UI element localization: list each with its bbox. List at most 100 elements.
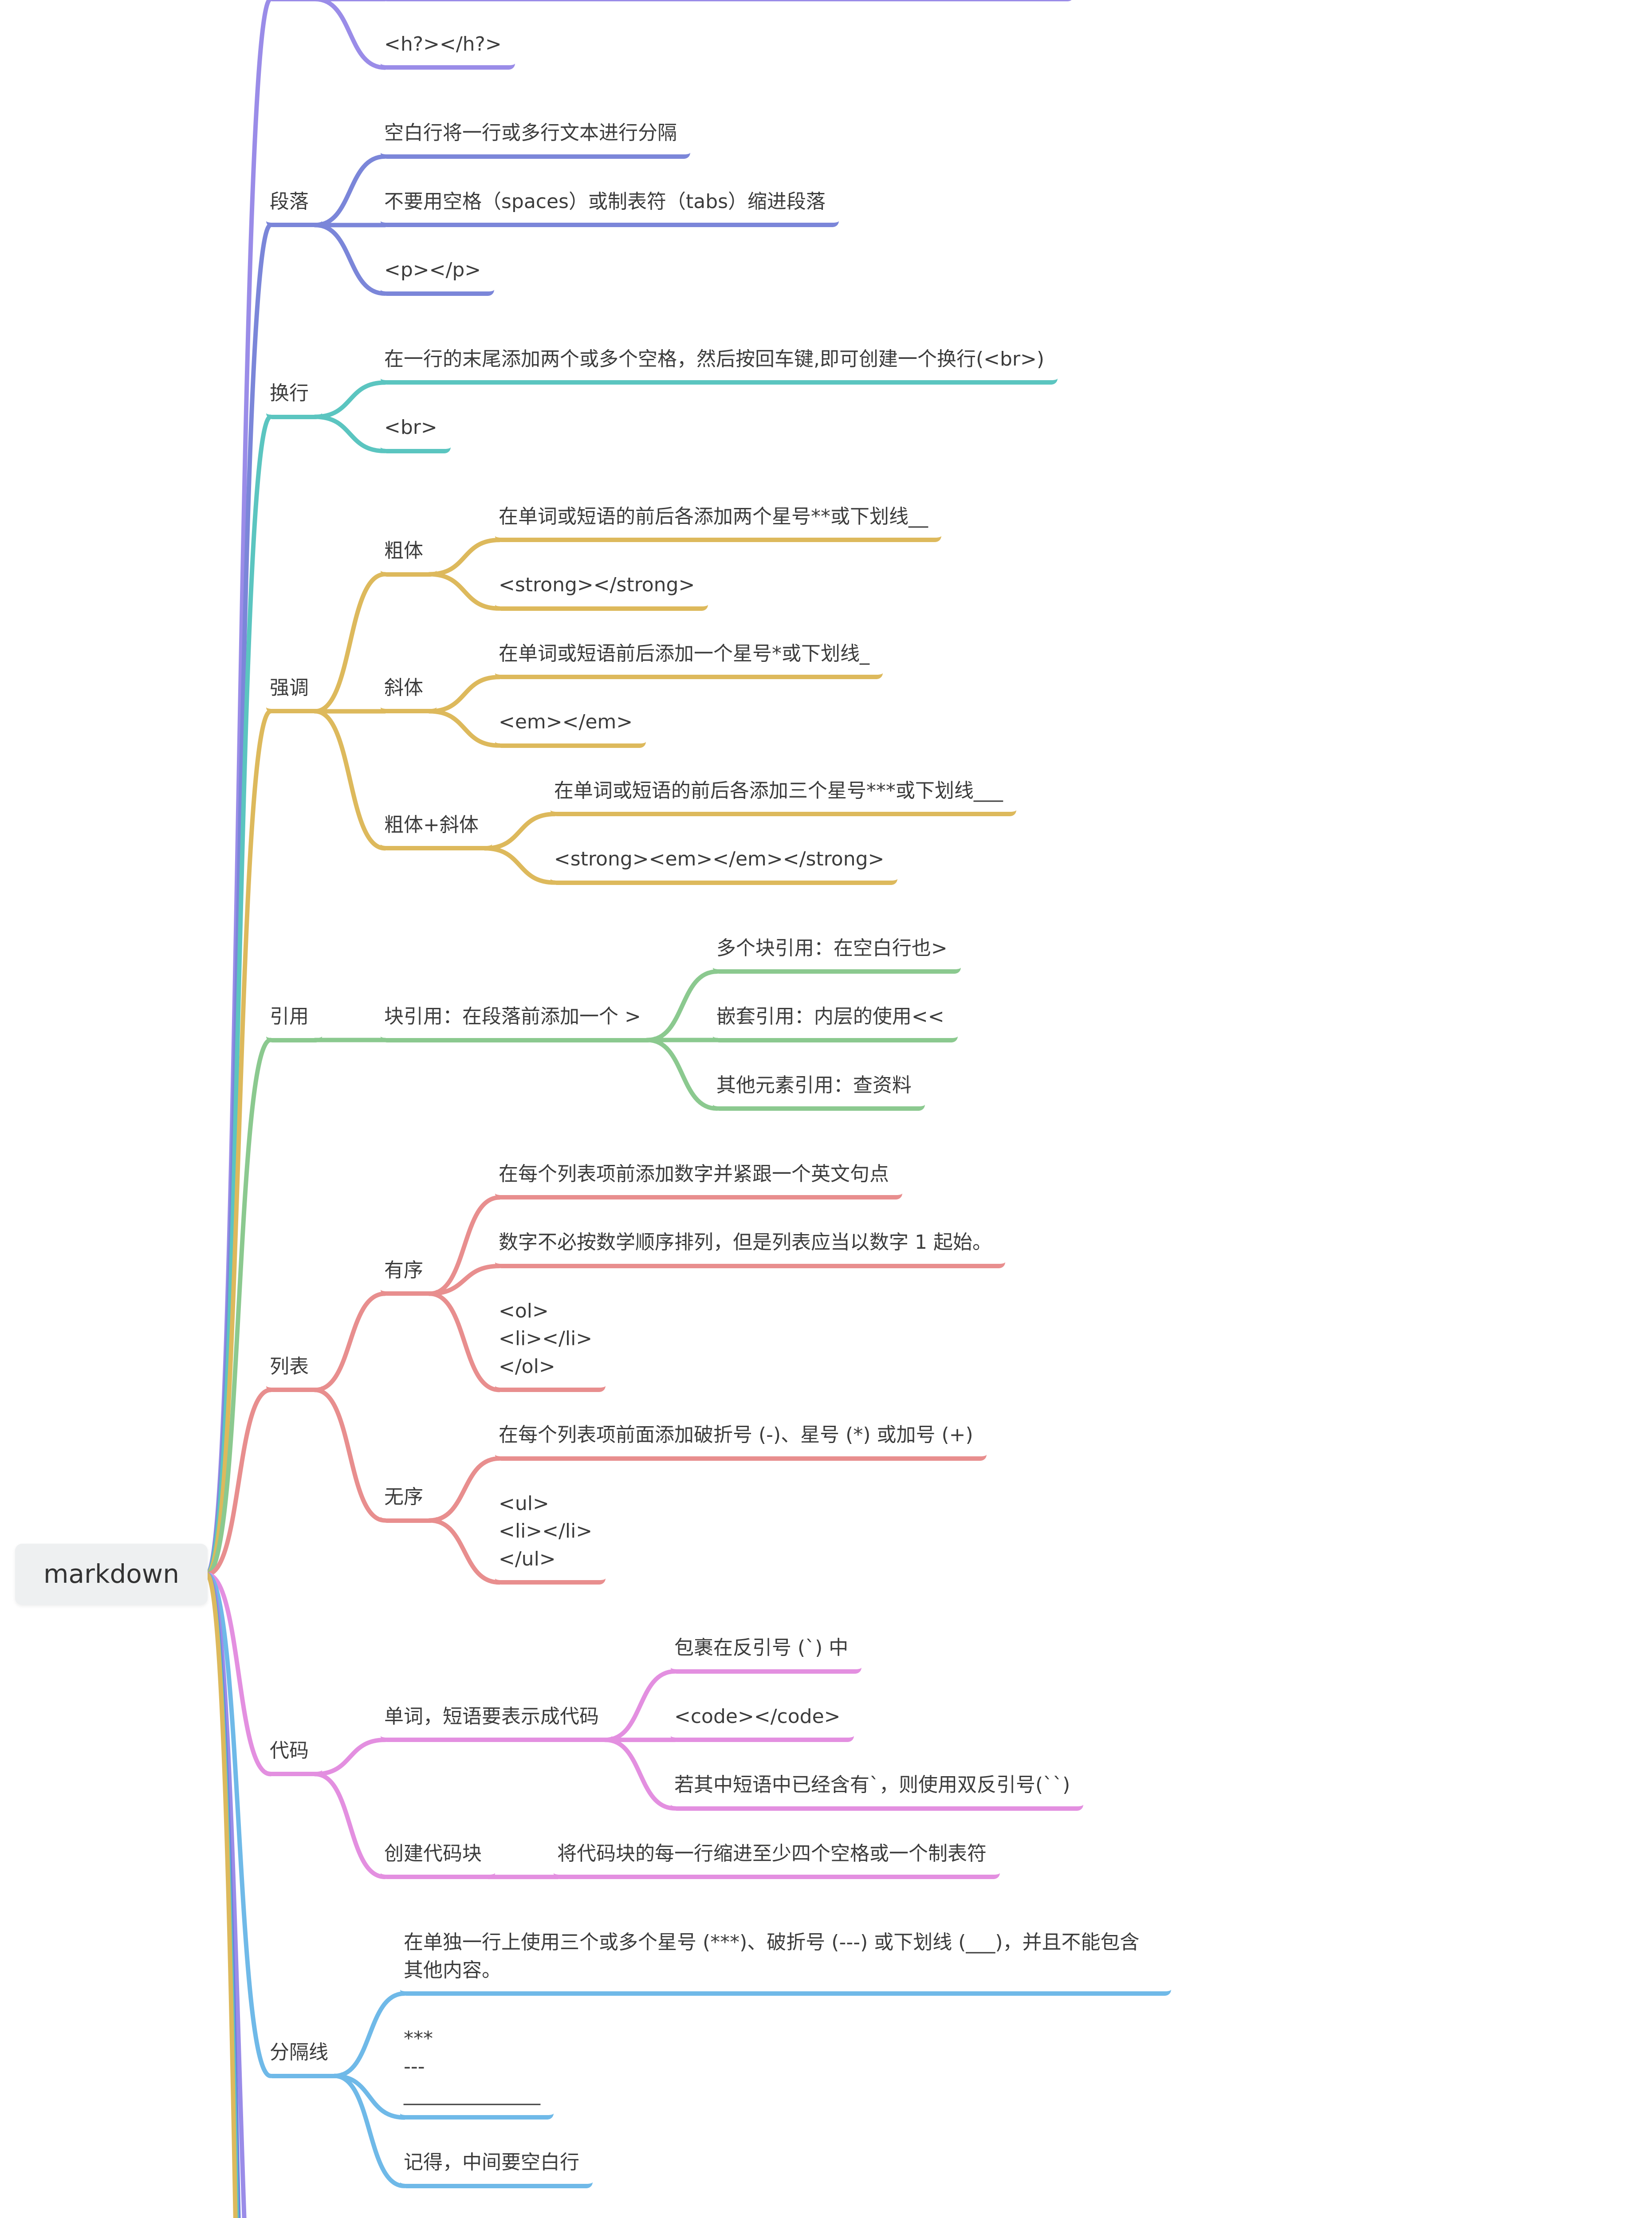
node-italic: 斜体 在单词或短语前后添加一个星号*或下划线_ <em></em> [380, 638, 1016, 748]
root-node: markdown 标题 在单词或短语前面添加井号 (#)，# 的数量代表了标题的… [15, 0, 1437, 2218]
topic-node[interactable]: <h?></h?> [380, 29, 515, 70]
topic-paragraph[interactable]: 段落 [266, 186, 322, 228]
topic-inline-code[interactable]: 单词，短语要表示成代码 [380, 1701, 612, 1742]
node: <ol> <li></li> </ol> [495, 1296, 1005, 1392]
node: 包裹在反引号 (`) 中 [670, 1632, 1083, 1674]
topic-node[interactable]: <strong><em></em></strong> [550, 844, 898, 885]
topic-node[interactable]: 在一行的末尾添加两个或多个空格，然后按回车键,即可创建一个换行(<br>) [380, 344, 1058, 385]
topic-heading[interactable]: 标题 [266, 0, 322, 1]
node-blockquote: 块引用：在段落前添加一个 > 多个块引用：在空白行也> 嵌套引用：内层的使用<<… [380, 933, 961, 1111]
children: 多个块引用：在空白行也> 嵌套引用：内层的使用<< 其他元素引用：查资料 [712, 933, 961, 1111]
topic-node[interactable]: 数字不必按数学顺序排列，但是列表应当以数字 1 起始。 [495, 1227, 1005, 1268]
children: 在单词或短语前后添加一个星号*或下划线_ <em></em> [495, 638, 883, 748]
children: 将代码块的每一行缩进至少四个空格或一个制表符 [553, 1838, 1000, 1880]
topic-list[interactable]: 列表 [266, 1351, 322, 1392]
topic-node[interactable]: <em></em> [495, 707, 646, 748]
node-inline-code: 单词，短语要表示成代码 包裹在反引号 (`) 中 <code></code> 若… [380, 1632, 1084, 1811]
node: 不要用空格（spaces）或制表符（tabs）缩进段落 [380, 186, 839, 228]
children: 在单独一行上使用三个或多个星号 (***)、破折号 (---) 或下划线 (__… [400, 1927, 1171, 2188]
node: 在单词或短语的前后各添加三个星号***或下划线___ [550, 775, 1016, 817]
topic-node[interactable]: 嵌套引用：内层的使用<< [712, 1001, 958, 1042]
node: <em></em> [495, 707, 883, 748]
children: 有序 在每个列表项前添加数字并紧跟一个英文句点 数字不必按数学顺序排列，但是列表… [380, 1159, 1005, 1585]
children: 粗体 在单词或短语的前后各添加两个星号**或下划线__ <strong></st… [380, 501, 1016, 885]
branch-heading: 标题 在单词或短语前面添加井号 (#)，# 的数量代表了标题的级别 在文本下方添… [266, 0, 1437, 70]
node-unordered: 无序 在每个列表项前面添加破折号 (-)、星号 (*) 或加号 (+) <ul>… [380, 1420, 1005, 1585]
node: 数字不必按数学顺序排列，但是列表应当以数字 1 起始。 [495, 1227, 1005, 1268]
node-bold-italic: 粗体+斜体 在单词或短语的前后各添加三个星号***或下划线___ <strong… [380, 775, 1016, 885]
branch-list: 列表 有序 在每个列表项前添加数字并紧跟一个英文句点 数字不必按数学顺序排列，但… [266, 1159, 1437, 1585]
topic-node[interactable]: <ul> <li></li> </ul> [495, 1488, 606, 1585]
node: <p></p> [380, 255, 839, 296]
topic-divider[interactable]: 分隔线 [266, 2037, 342, 2078]
node: 在文本下方添加任意数量的 == 号来标识一级标题，或者 -- 号来标识二级标题 [380, 0, 1074, 1]
topic-node[interactable]: 在单独一行上使用三个或多个星号 (***)、破折号 (---) 或下划线 (__… [400, 1927, 1171, 1996]
topic-node[interactable]: 在每个列表项前面添加破折号 (-)、星号 (*) 或加号 (+) [495, 1420, 987, 1461]
topic-italic[interactable]: 斜体 [380, 672, 437, 714]
topic-node[interactable]: 若其中短语中已经含有`，则使用双反引号(``) [670, 1770, 1084, 1811]
topic-bold-italic[interactable]: 粗体+斜体 [380, 810, 492, 851]
topic-quote[interactable]: 引用 [266, 1001, 322, 1042]
node: <code></code> [670, 1701, 1083, 1742]
node: 将代码块的每一行缩进至少四个空格或一个制表符 [553, 1838, 1000, 1880]
node: 若其中短语中已经含有`，则使用双反引号(``) [670, 1770, 1084, 1811]
node: <br> [380, 412, 1058, 453]
branch-paragraph: 段落 空白行将一行或多行文本进行分隔 不要用空格（spaces）或制表符（tab… [266, 118, 1437, 296]
node: 在每个列表项前面添加破折号 (-)、星号 (*) 或加号 (+) [495, 1420, 987, 1461]
topic-node[interactable]: 在单词或短语的前后各添加两个星号**或下划线__ [495, 501, 941, 543]
children: 在每个列表项前添加数字并紧跟一个英文句点 数字不必按数学顺序排列，但是列表应当以… [495, 1159, 1005, 1392]
topic-node[interactable]: *** --- ______________ [400, 2023, 554, 2120]
topic-node[interactable]: 将代码块的每一行缩进至少四个空格或一个制表符 [553, 1838, 1000, 1880]
node: <h?></h?> [380, 29, 1074, 70]
topic-node[interactable]: 记得，中间要空白行 [400, 2147, 593, 2188]
topic-node[interactable]: 在单词或短语的前后各添加三个星号***或下划线___ [550, 775, 1016, 817]
children: 块引用：在段落前添加一个 > 多个块引用：在空白行也> 嵌套引用：内层的使用<<… [380, 933, 961, 1111]
branch-code: 代码 单词，短语要表示成代码 包裹在反引号 (`) 中 <code></code… [266, 1632, 1437, 1880]
node: 嵌套引用：内层的使用<< [712, 1001, 961, 1042]
topic-node[interactable]: 在单词或短语前后添加一个星号*或下划线_ [495, 638, 883, 680]
topic-node[interactable]: 在每个列表项前添加数字并紧跟一个英文句点 [495, 1159, 902, 1200]
topic-node[interactable]: 其他元素引用：查资料 [712, 1070, 925, 1111]
node: <strong><em></em></strong> [550, 844, 1016, 885]
topic-node[interactable]: <strong></strong> [495, 570, 708, 611]
children: 在单词或短语的前后各添加三个星号***或下划线___ <strong><em><… [550, 775, 1016, 885]
topic-bold[interactable]: 粗体 [380, 535, 437, 577]
topic-linebreak[interactable]: 换行 [266, 378, 322, 419]
topic-blockquote[interactable]: 块引用：在段落前添加一个 > [380, 1001, 654, 1042]
node: *** --- ______________ [400, 2023, 1171, 2120]
topic-node[interactable]: 不要用空格（spaces）或制表符（tabs）缩进段落 [380, 186, 839, 228]
node: 其他元素引用：查资料 [712, 1070, 961, 1111]
node-bold: 粗体 在单词或短语的前后各添加两个星号**或下划线__ <strong></st… [380, 501, 1016, 611]
branch-quote: 引用 块引用：在段落前添加一个 > 多个块引用：在空白行也> 嵌套引用：内层的使… [266, 933, 1437, 1111]
children: 包裹在反引号 (`) 中 <code></code> 若其中短语中已经含有`，则… [670, 1632, 1084, 1811]
topic-node[interactable]: 空白行将一行或多行文本进行分隔 [380, 118, 690, 159]
node: 在单词或短语前后添加一个星号*或下划线_ [495, 638, 883, 680]
branch-divider: 分隔线 在单独一行上使用三个或多个星号 (***)、破折号 (---) 或下划线… [266, 1927, 1437, 2188]
topic-node[interactable]: <code></code> [670, 1701, 854, 1742]
node-ordered: 有序 在每个列表项前添加数字并紧跟一个英文句点 数字不必按数学顺序排列，但是列表… [380, 1159, 1005, 1392]
node: <strong></strong> [495, 570, 941, 611]
topic-node[interactable]: <p></p> [380, 255, 495, 296]
topic-ordered[interactable]: 有序 [380, 1255, 437, 1296]
topic-code-block[interactable]: 创建代码块 [380, 1838, 495, 1880]
children: 单词，短语要表示成代码 包裹在反引号 (`) 中 <code></code> 若… [380, 1632, 1084, 1880]
children: 在一行的末尾添加两个或多个空格，然后按回车键,即可创建一个换行(<br>) <b… [380, 344, 1058, 453]
topic-node[interactable]: 在文本下方添加任意数量的 == 号来标识一级标题，或者 -- 号来标识二级标题 [380, 0, 1074, 1]
children: 空白行将一行或多行文本进行分隔 不要用空格（spaces）或制表符（tabs）缩… [380, 118, 839, 296]
topic-node[interactable]: <br> [380, 412, 451, 453]
node: 在一行的末尾添加两个或多个空格，然后按回车键,即可创建一个换行(<br>) [380, 344, 1058, 385]
children: 在每个列表项前面添加破折号 (-)、星号 (*) 或加号 (+) <ul> <l… [495, 1420, 987, 1585]
root-topic-markdown[interactable]: markdown [15, 1544, 208, 1605]
topic-node[interactable]: 包裹在反引号 (`) 中 [670, 1632, 862, 1674]
topic-node[interactable]: 多个块引用：在空白行也> [712, 933, 961, 974]
topic-node[interactable]: <ol> <li></li> </ol> [495, 1296, 606, 1392]
node: 多个块引用：在空白行也> [712, 933, 961, 974]
children: 在单词或短语前面添加井号 (#)，# 的数量代表了标题的级别 在文本下方添加任意… [380, 0, 1074, 70]
node: 记得，中间要空白行 [400, 2147, 1171, 2188]
children: 在单词或短语的前后各添加两个星号**或下划线__ <strong></stron… [495, 501, 941, 611]
branch-linebreak: 换行 在一行的末尾添加两个或多个空格，然后按回车键,即可创建一个换行(<br>)… [266, 344, 1437, 453]
topic-unordered[interactable]: 无序 [380, 1482, 437, 1523]
topic-emphasis[interactable]: 强调 [266, 672, 322, 714]
topic-code[interactable]: 代码 [266, 1735, 322, 1777]
node: 在每个列表项前添加数字并紧跟一个英文句点 [495, 1159, 1005, 1200]
